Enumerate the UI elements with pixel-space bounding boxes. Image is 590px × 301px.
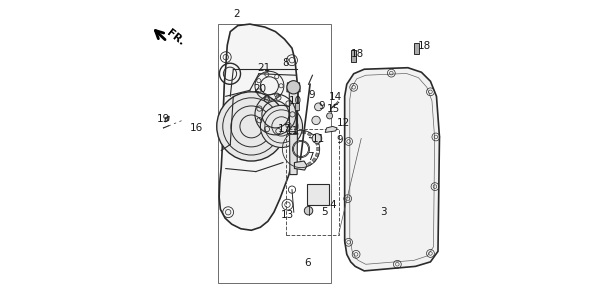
Text: 17: 17 <box>278 124 291 134</box>
Polygon shape <box>315 141 319 145</box>
Polygon shape <box>415 43 419 54</box>
Circle shape <box>304 206 313 215</box>
Text: 13: 13 <box>281 210 294 220</box>
Text: 4: 4 <box>329 200 336 210</box>
Polygon shape <box>294 161 307 170</box>
Polygon shape <box>287 83 300 92</box>
Text: 3: 3 <box>380 207 386 217</box>
Circle shape <box>217 92 286 161</box>
Text: 16: 16 <box>189 123 203 133</box>
Text: 11: 11 <box>312 134 325 144</box>
Text: 15: 15 <box>327 104 340 114</box>
Text: 20: 20 <box>253 84 266 94</box>
Text: 14: 14 <box>329 92 343 102</box>
Polygon shape <box>351 50 356 62</box>
Polygon shape <box>312 135 316 140</box>
Polygon shape <box>290 162 294 166</box>
Polygon shape <box>289 90 298 175</box>
Polygon shape <box>165 116 169 122</box>
Text: 19: 19 <box>157 114 170 124</box>
Text: 10: 10 <box>289 96 302 106</box>
Polygon shape <box>302 130 306 134</box>
Bar <box>286 129 339 235</box>
Circle shape <box>327 113 333 119</box>
Text: 9: 9 <box>309 90 315 100</box>
Text: 7: 7 <box>307 151 314 162</box>
Bar <box>218 24 331 283</box>
Polygon shape <box>286 158 290 163</box>
Text: 9: 9 <box>318 101 325 111</box>
Text: 21: 21 <box>257 63 270 73</box>
Text: FR.: FR. <box>165 28 186 48</box>
Text: 18: 18 <box>418 41 431 51</box>
Polygon shape <box>307 132 312 136</box>
Polygon shape <box>296 164 300 168</box>
Bar <box>287 131 296 134</box>
Circle shape <box>312 116 320 125</box>
Text: 11: 11 <box>286 126 300 136</box>
Polygon shape <box>219 24 298 230</box>
Text: 6: 6 <box>304 258 311 268</box>
Bar <box>307 184 329 205</box>
Text: 5: 5 <box>321 207 328 217</box>
Text: 8: 8 <box>282 57 289 68</box>
Polygon shape <box>283 147 286 151</box>
Polygon shape <box>315 153 319 157</box>
Text: 18: 18 <box>351 49 364 59</box>
Polygon shape <box>286 135 290 140</box>
Bar <box>294 103 299 110</box>
Circle shape <box>260 105 303 147</box>
Circle shape <box>314 103 322 111</box>
Text: 12: 12 <box>336 118 350 129</box>
Polygon shape <box>307 162 312 166</box>
Polygon shape <box>290 132 294 136</box>
Circle shape <box>287 81 300 94</box>
Polygon shape <box>325 126 337 132</box>
Polygon shape <box>283 141 287 145</box>
Polygon shape <box>345 68 440 271</box>
Polygon shape <box>312 158 316 163</box>
Polygon shape <box>296 130 300 134</box>
Text: 9: 9 <box>336 135 343 145</box>
Polygon shape <box>283 153 287 157</box>
Polygon shape <box>317 147 320 151</box>
Text: 2: 2 <box>233 9 240 20</box>
Polygon shape <box>302 164 306 168</box>
Circle shape <box>312 134 322 143</box>
